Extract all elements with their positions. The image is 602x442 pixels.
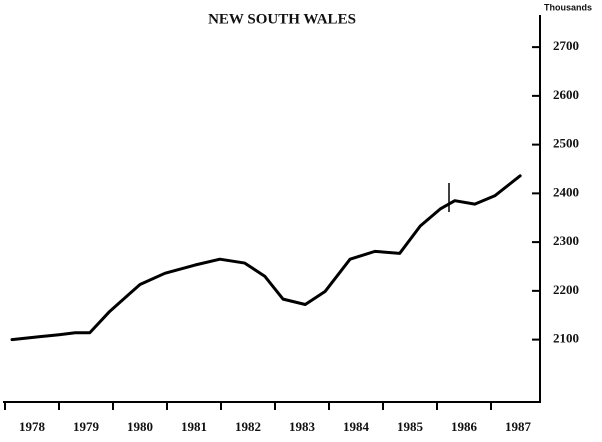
x-tick-label: 1978 <box>19 419 46 434</box>
x-tick-label: 1986 <box>451 419 478 434</box>
x-tick-label: 1987 <box>505 419 532 434</box>
data-line <box>10 174 522 342</box>
x-tick-label: 1985 <box>397 419 424 434</box>
y-tick-label: 2700 <box>553 38 579 53</box>
y-tick-label: 2300 <box>553 233 579 248</box>
x-tick-label: 1981 <box>181 419 207 434</box>
x-tick-label: 1984 <box>343 419 370 434</box>
y-tick-label: 2200 <box>553 282 579 297</box>
y-axis-label: Thousands <box>544 2 592 12</box>
y-tick-label: 2600 <box>553 87 579 102</box>
x-tick-label: 1983 <box>289 419 316 434</box>
chart-title: NEW SOUTH WALES <box>208 11 356 27</box>
y-tick-label: 2500 <box>553 136 579 151</box>
x-tick-label: 1979 <box>73 419 100 434</box>
y-tick-label: 2100 <box>553 331 579 346</box>
x-tick-label: 1980 <box>127 419 153 434</box>
x-tick-label: 1982 <box>235 419 261 434</box>
y-tick-label: 2400 <box>553 184 579 199</box>
